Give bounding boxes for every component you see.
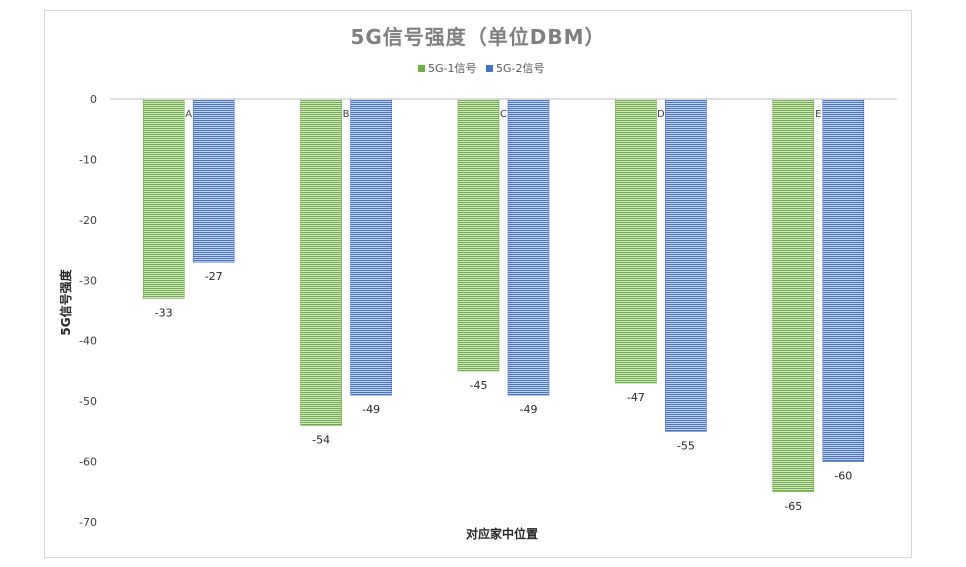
legend-swatch xyxy=(486,65,493,72)
y-tick-label: -30 xyxy=(79,274,97,287)
legend-label: 5G-1信号 xyxy=(428,62,477,75)
y-tick-label: -20 xyxy=(79,214,97,227)
data-label: -27 xyxy=(205,270,223,283)
data-label: -65 xyxy=(784,500,802,513)
data-label: -45 xyxy=(470,379,488,392)
bar-C-2 xyxy=(507,98,550,396)
category-label: C xyxy=(500,109,507,120)
y-axis: 0 -10 -20 -30 -40 -50 -60 -70 xyxy=(79,93,97,529)
y-tick-label: -60 xyxy=(79,456,97,469)
data-label: -49 xyxy=(520,403,538,416)
data-label: -60 xyxy=(834,470,852,483)
bar-B-1 xyxy=(300,98,342,426)
data-label: -33 xyxy=(155,306,173,319)
chart-title: 5G信号强度（单位DBM） xyxy=(350,25,605,49)
data-label: -55 xyxy=(677,439,695,452)
data-labels: -33 -27 -54 -49 -45 -49 -47 -55 -65 -60 xyxy=(155,270,853,513)
y-axis-title: 5G信号强度 xyxy=(58,268,73,335)
data-label: -47 xyxy=(627,391,645,404)
category-label: E xyxy=(815,109,821,120)
y-tick-label: 0 xyxy=(90,93,97,106)
legend-swatch xyxy=(418,65,425,72)
bar-B-2 xyxy=(350,98,392,396)
category-label: D xyxy=(657,109,665,120)
data-label: -49 xyxy=(362,403,380,416)
bar-D-2 xyxy=(665,98,707,432)
data-label: -54 xyxy=(312,433,330,446)
bar-C-1 xyxy=(457,98,500,372)
bar-A-2 xyxy=(192,98,235,263)
category-label: A xyxy=(185,109,192,120)
x-axis-title: 对应家中位置 xyxy=(466,526,538,541)
legend: 5G-1信号 5G-2信号 xyxy=(418,62,545,75)
category-labels: A B C D E xyxy=(185,109,821,120)
bar-A-1 xyxy=(142,98,185,299)
category-label: B xyxy=(343,109,350,120)
legend-label: 5G-2信号 xyxy=(496,62,545,75)
bar-D-1 xyxy=(615,98,657,384)
y-tick-label: -50 xyxy=(79,395,97,408)
y-tick-label: -40 xyxy=(79,335,97,348)
bars xyxy=(142,98,865,493)
y-tick-label: -10 xyxy=(79,153,97,166)
bar-E-1 xyxy=(772,98,815,493)
y-tick-label: -70 xyxy=(79,516,97,529)
bar-E-2 xyxy=(822,98,865,462)
